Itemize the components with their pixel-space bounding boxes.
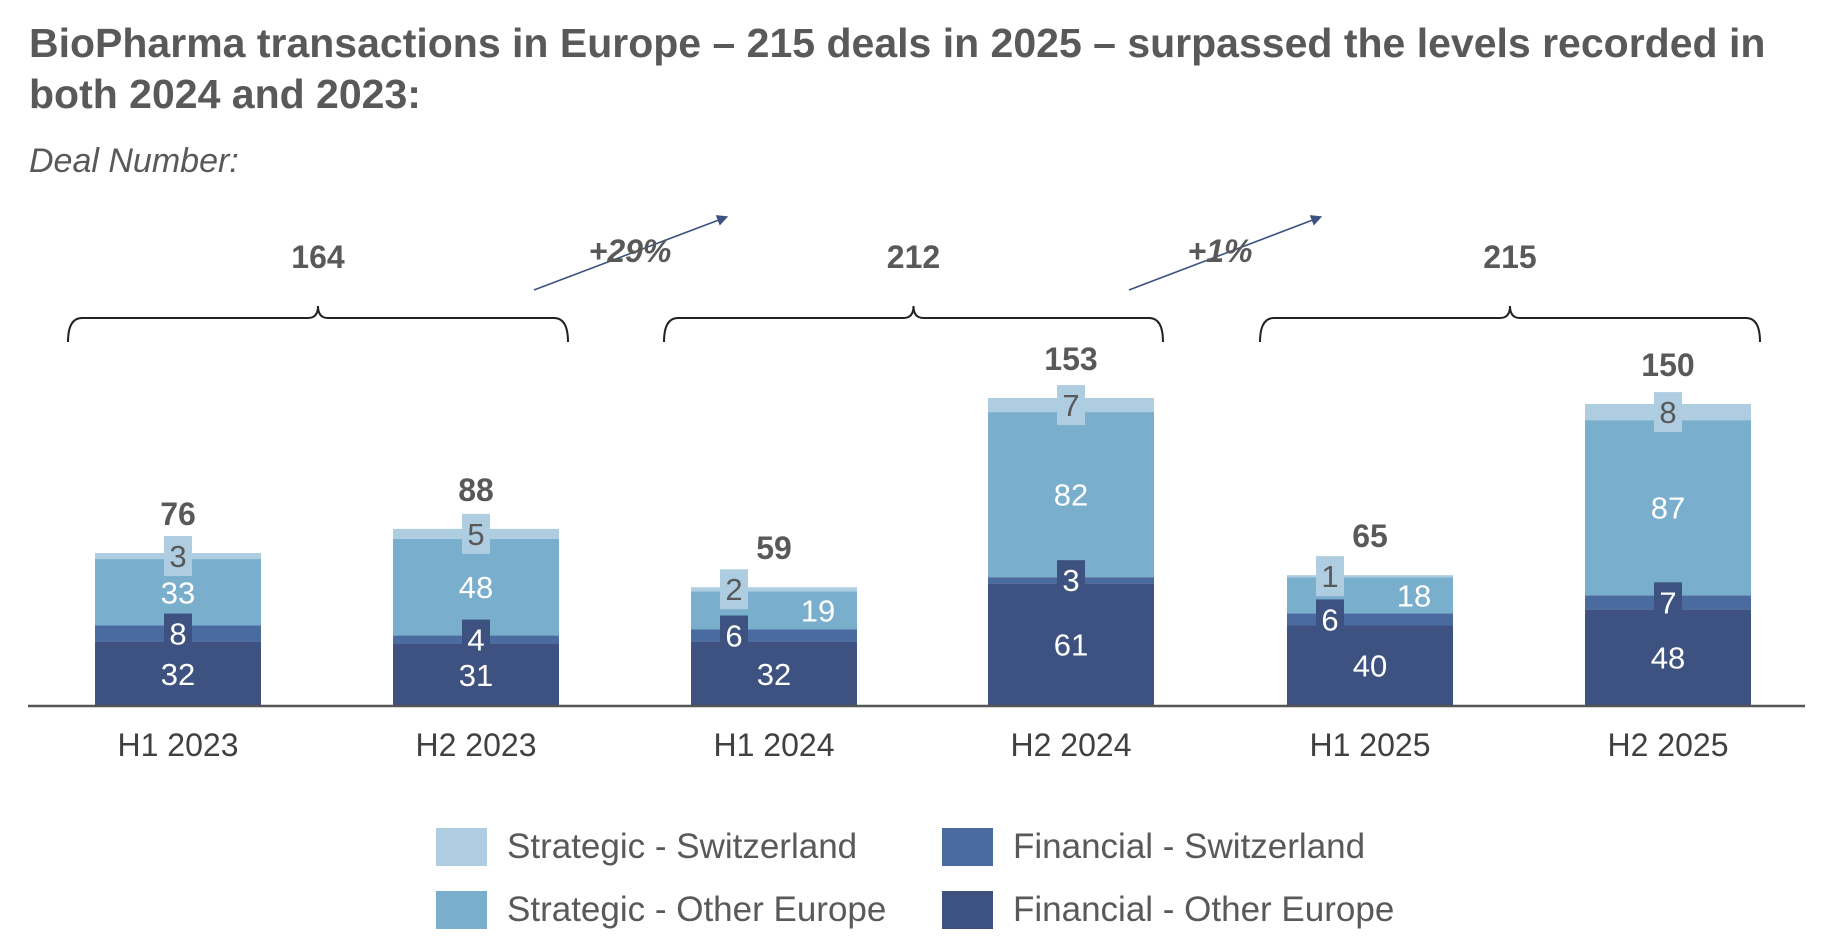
total-label-h2-2025: 150 <box>1641 347 1694 383</box>
bar-segment-h2-2023-strategic-other-europe <box>393 538 559 636</box>
total-label-h1-2024: 59 <box>756 530 792 566</box>
data-label-h1-2023-financial-other-europe: 32 <box>161 657 195 692</box>
legend-label-strategic-switzerland: Strategic - Switzerland <box>507 827 858 866</box>
bar-segment-h1-2024-strategic-other-europe <box>691 591 857 630</box>
legend-item-financial-switzerland: Financial - Switzerland <box>942 826 1365 868</box>
bar-segment-h2-2024-financial-other-europe <box>988 583 1154 706</box>
year-bracket-2024 <box>663 305 1164 343</box>
bar-segment-h2-2025-strategic-other-europe <box>1585 420 1751 596</box>
data-label-bg-h2-2024-strategic-switzerland <box>1057 385 1085 426</box>
bar-segment-h2-2025-financial-other-europe <box>1585 609 1751 706</box>
x-tick-label-h1-2023: H1 2023 <box>118 727 239 763</box>
legend-item-strategic-switzerland: Strategic - Switzerland <box>436 826 857 868</box>
data-label-h1-2025-strategic-other-europe: 18 <box>1397 578 1431 613</box>
chart-subtitle: Deal Number: <box>29 142 239 180</box>
data-label-bg-h2-2025-strategic-switzerland <box>1654 392 1682 433</box>
bar-segment-h1-2024-strategic-switzerland <box>691 587 857 592</box>
data-label-h1-2024-strategic-switzerland: 2 <box>725 572 742 607</box>
bar-segment-h2-2024-strategic-other-europe <box>988 412 1154 578</box>
growth-label-2023-2024: +29% <box>589 233 672 269</box>
chart-title: BioPharma transactions in Europe – 215 d… <box>29 20 1766 117</box>
data-label-h1-2023-strategic-switzerland: 3 <box>169 539 186 574</box>
data-label-h1-2024-financial-switzerland: 6 <box>725 619 742 654</box>
bar-segment-h1-2024-financial-switzerland <box>691 629 857 642</box>
data-label-h1-2024-strategic-other-europe: 19 <box>801 593 835 628</box>
data-label-bg-h1-2024-financial-switzerland <box>720 615 748 656</box>
total-label-h2-2024: 153 <box>1044 341 1097 377</box>
total-label-h2-2023: 88 <box>458 472 494 508</box>
data-label-h1-2023-financial-switzerland: 8 <box>169 617 186 652</box>
legend-swatch-financial-other-europe <box>942 891 993 929</box>
data-label-bg-h1-2023-financial-switzerland <box>164 613 192 654</box>
legend-label-strategic-other-europe: Strategic - Other Europe <box>507 890 887 929</box>
data-label-h2-2024-strategic-other-europe: 82 <box>1054 478 1088 513</box>
data-label-h1-2023-strategic-other-europe: 33 <box>161 575 195 610</box>
legend-swatch-strategic-switzerland <box>436 828 487 866</box>
year-total-2023: 164 <box>291 239 345 275</box>
growth-arrow-2023-2024 <box>533 215 729 291</box>
data-label-h2-2025-financial-switzerland: 7 <box>1659 585 1676 620</box>
legend-label-financial-switzerland: Financial - Switzerland <box>1013 827 1366 866</box>
data-label-h1-2025-financial-other-europe: 40 <box>1353 649 1387 684</box>
data-label-h2-2023-financial-switzerland: 4 <box>467 623 484 658</box>
x-tick-label-h1-2024: H1 2024 <box>714 727 835 763</box>
data-label-bg-h1-2025-financial-switzerland <box>1316 599 1344 640</box>
data-label-bg-h2-2024-financial-switzerland <box>1057 560 1085 601</box>
data-label-h2-2024-financial-switzerland: 3 <box>1062 563 1079 598</box>
x-tick-label-h2-2024: H2 2024 <box>1011 727 1132 763</box>
legend-swatch-financial-switzerland <box>942 828 993 866</box>
legend-item-financial-other-europe: Financial - Other Europe <box>942 889 1394 931</box>
legend-item-strategic-other-europe: Strategic - Other Europe <box>436 889 886 931</box>
year-total-2024: 212 <box>887 239 940 275</box>
legend-label-financial-other-europe: Financial - Other Europe <box>1013 890 1395 929</box>
data-label-h2-2024-financial-other-europe: 61 <box>1054 628 1088 663</box>
year-total-2025: 215 <box>1483 239 1536 275</box>
growth-label-2024-2025: +1% <box>1188 233 1253 269</box>
data-label-bg-h2-2025-financial-switzerland <box>1654 582 1682 623</box>
x-tick-label-h1-2025: H1 2025 <box>1310 727 1431 763</box>
data-label-h1-2025-strategic-switzerland: 1 <box>1321 559 1338 594</box>
bar-segment-h1-2024-financial-other-europe <box>691 641 857 706</box>
x-tick-label-h2-2025: H2 2025 <box>1608 727 1729 763</box>
data-label-bg-h2-2023-financial-switzerland <box>462 619 490 660</box>
data-label-h1-2025-financial-switzerland: 6 <box>1321 602 1338 637</box>
bars-layer <box>95 398 1751 706</box>
growth-arrow-2024-2025 <box>1128 215 1323 291</box>
annotations-layer: 164 212 215 +29% +1% <box>67 215 1761 343</box>
legend-swatch-strategic-other-europe <box>436 891 487 929</box>
data-label-h2-2023-strategic-other-europe: 48 <box>459 570 493 605</box>
data-label-h2-2025-financial-other-europe: 48 <box>1651 641 1685 676</box>
data-label-h2-2024-strategic-switzerland: 7 <box>1062 388 1079 423</box>
data-label-bg-h1-2025-strategic-switzerland <box>1316 556 1344 597</box>
data-label-h2-2023-strategic-switzerland: 5 <box>467 517 484 552</box>
data-label-h1-2024-financial-other-europe: 32 <box>757 657 791 692</box>
bar-segment-h1-2025-strategic-other-europe <box>1287 577 1453 614</box>
bar-segment-h1-2025-financial-other-europe <box>1287 625 1453 706</box>
data-label-h2-2025-strategic-other-europe: 87 <box>1651 491 1685 526</box>
legend: Strategic - Switzerland Financial - Swit… <box>436 820 1436 950</box>
bar-segment-h1-2025-strategic-switzerland <box>1287 575 1453 578</box>
data-label-bg-h2-2023-strategic-switzerland <box>462 513 490 554</box>
total-label-h1-2025: 65 <box>1352 518 1388 554</box>
data-label-h2-2023-financial-other-europe: 31 <box>459 658 493 693</box>
x-tick-label-h2-2023: H2 2023 <box>416 727 537 763</box>
year-bracket-2025 <box>1259 305 1761 343</box>
data-label-bg-h1-2024-strategic-switzerland <box>720 569 748 610</box>
data-label-h2-2025-strategic-switzerland: 8 <box>1659 395 1676 430</box>
total-label-h1-2023: 76 <box>160 496 196 532</box>
bar-segment-h1-2025-financial-switzerland <box>1287 613 1453 626</box>
year-bracket-2023 <box>67 305 569 343</box>
data-label-bg-h1-2023-strategic-switzerland <box>164 536 192 577</box>
